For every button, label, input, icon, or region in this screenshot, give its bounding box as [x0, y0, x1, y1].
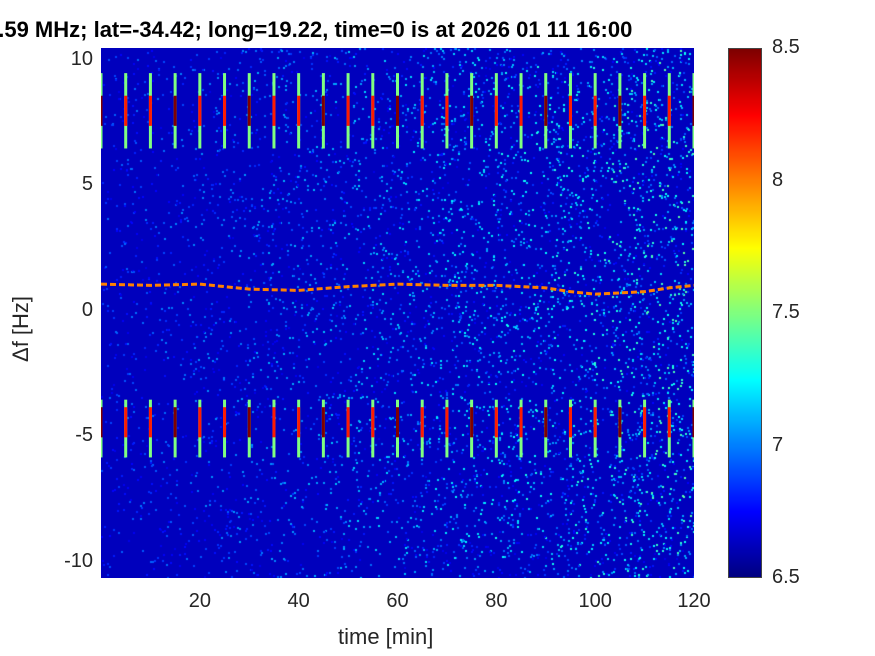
y-tick-label: 0	[81, 298, 93, 321]
colorbar-tick-label: 6.5	[772, 566, 800, 588]
pulse-core-lower	[445, 407, 449, 438]
pulse-core-upper	[420, 95, 424, 126]
x-axis-label: time [min]	[338, 624, 434, 649]
pulse-core-lower	[692, 407, 694, 438]
pulse-core-upper	[198, 95, 202, 126]
pulse-core-upper	[519, 95, 523, 126]
colorbar-tick-label: 7	[772, 433, 784, 456]
y-axis-label: Δf [Hz]	[8, 295, 33, 362]
plot-area	[101, 48, 694, 578]
colorbar-tick-label: 8	[772, 168, 784, 191]
pulse-core-lower	[667, 407, 671, 438]
pulse-core-lower	[396, 407, 399, 438]
pulse-core-upper	[593, 95, 597, 126]
pulse-core-upper	[173, 95, 177, 126]
pulse-core-upper	[568, 95, 572, 126]
pulse-core-upper	[148, 95, 152, 126]
pulse-core-upper	[101, 95, 103, 126]
y-tick-label: -10	[64, 549, 93, 572]
pulse-core-lower	[101, 407, 103, 438]
pulse-core-upper	[692, 95, 694, 126]
x-tick-label: 100	[578, 590, 612, 612]
pulse-core-upper	[445, 95, 449, 126]
signal-marks	[101, 73, 694, 458]
colorbar-tick-label: 7.5	[772, 301, 800, 323]
chart-title: 3.59 MHz; lat=-34.42; long=19.22, time=0…	[0, 17, 633, 42]
pulse-core-upper	[297, 95, 301, 126]
pulse-core-upper	[494, 95, 498, 126]
pulse-core-lower	[321, 407, 325, 438]
pulse-core-upper	[223, 95, 227, 126]
pulse-core-upper	[618, 95, 622, 126]
pulse-core-lower	[173, 407, 177, 438]
pulse-core-lower	[568, 407, 572, 438]
colorbar-tick-label: 8.5	[772, 36, 800, 58]
x-tick-label: 40	[287, 590, 310, 612]
pulse-core-lower	[223, 407, 227, 438]
pulse-core-lower	[643, 407, 647, 438]
pulse-core-lower	[297, 407, 301, 438]
x-tick-label: 60	[386, 590, 409, 612]
pulse-core-upper	[643, 95, 647, 126]
colorbar	[728, 48, 762, 578]
pulse-core-lower	[247, 407, 251, 438]
carrier-trace	[101, 282, 694, 296]
pulse-core-lower	[420, 407, 424, 438]
y-tick-label: 10	[70, 47, 93, 70]
pulse-core-lower	[470, 407, 474, 438]
pulse-core-upper	[124, 95, 128, 126]
pulse-core-lower	[544, 407, 548, 438]
pulse-core-lower	[371, 407, 375, 438]
y-tick-label: 5	[81, 173, 93, 196]
pulse-core-upper	[321, 95, 325, 126]
pulse-core-lower	[124, 407, 128, 438]
pulse-core-upper	[371, 95, 375, 126]
pulse-core-lower	[198, 407, 202, 438]
x-tick-label: 120	[677, 590, 711, 612]
x-tick-label: 20	[188, 590, 211, 612]
y-tick-label: -5	[75, 424, 93, 447]
pulse-core-upper	[396, 95, 399, 126]
pulse-core-lower	[593, 407, 597, 438]
pulse-core-lower	[519, 407, 523, 438]
pulse-core-upper	[470, 95, 474, 126]
pulse-core-upper	[247, 95, 251, 126]
pulse-core-lower	[148, 407, 152, 438]
pulse-core-upper	[346, 95, 350, 126]
pulse-core-upper	[667, 95, 671, 126]
pulse-core-upper	[544, 95, 548, 126]
pulse-core-lower	[494, 407, 498, 438]
pulse-core-lower	[618, 407, 622, 438]
pulse-core-lower	[272, 407, 276, 438]
pulse-core-lower	[346, 407, 350, 438]
pulse-core-upper	[272, 95, 276, 126]
x-tick-label: 80	[485, 590, 508, 612]
